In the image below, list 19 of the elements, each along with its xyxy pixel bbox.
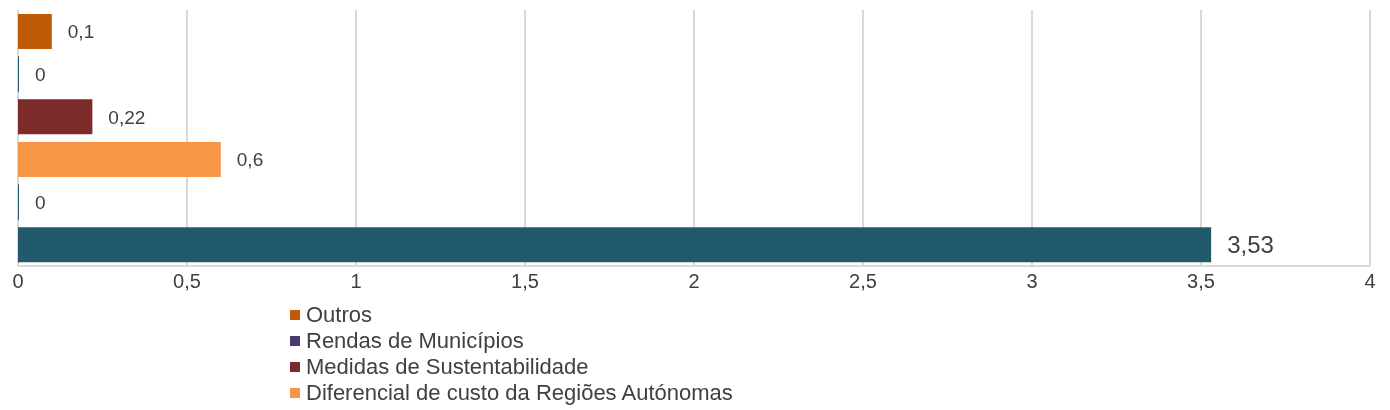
- data-label: 0,1: [67, 21, 95, 43]
- data-label: 3,53: [1227, 231, 1274, 259]
- legend-label: Outros: [306, 302, 373, 328]
- x-tick-label: 4: [1364, 270, 1376, 293]
- x-tick-label: 2: [688, 270, 700, 293]
- data-label: 0,6: [236, 149, 264, 171]
- x-tick-label: 3: [1026, 270, 1038, 293]
- data-label: 0: [35, 63, 46, 85]
- legend-label: Medidas de Sustentabilidade: [306, 354, 589, 380]
- x-tick-label: 2,5: [849, 270, 877, 293]
- data-label: 0: [35, 191, 46, 213]
- x-tick-label: 1,5: [511, 270, 539, 293]
- legend-label: Diferencial de custo da Regiões Autónomas: [306, 380, 733, 406]
- x-tick-label: 1: [350, 270, 362, 293]
- legend-label: Rendas de Municípios: [306, 328, 524, 354]
- x-tick-label: 0: [12, 270, 24, 293]
- x-tick-label: 0,5: [173, 270, 201, 293]
- data-label: 0,22: [108, 106, 146, 128]
- x-tick-label: 3,5: [1187, 270, 1215, 293]
